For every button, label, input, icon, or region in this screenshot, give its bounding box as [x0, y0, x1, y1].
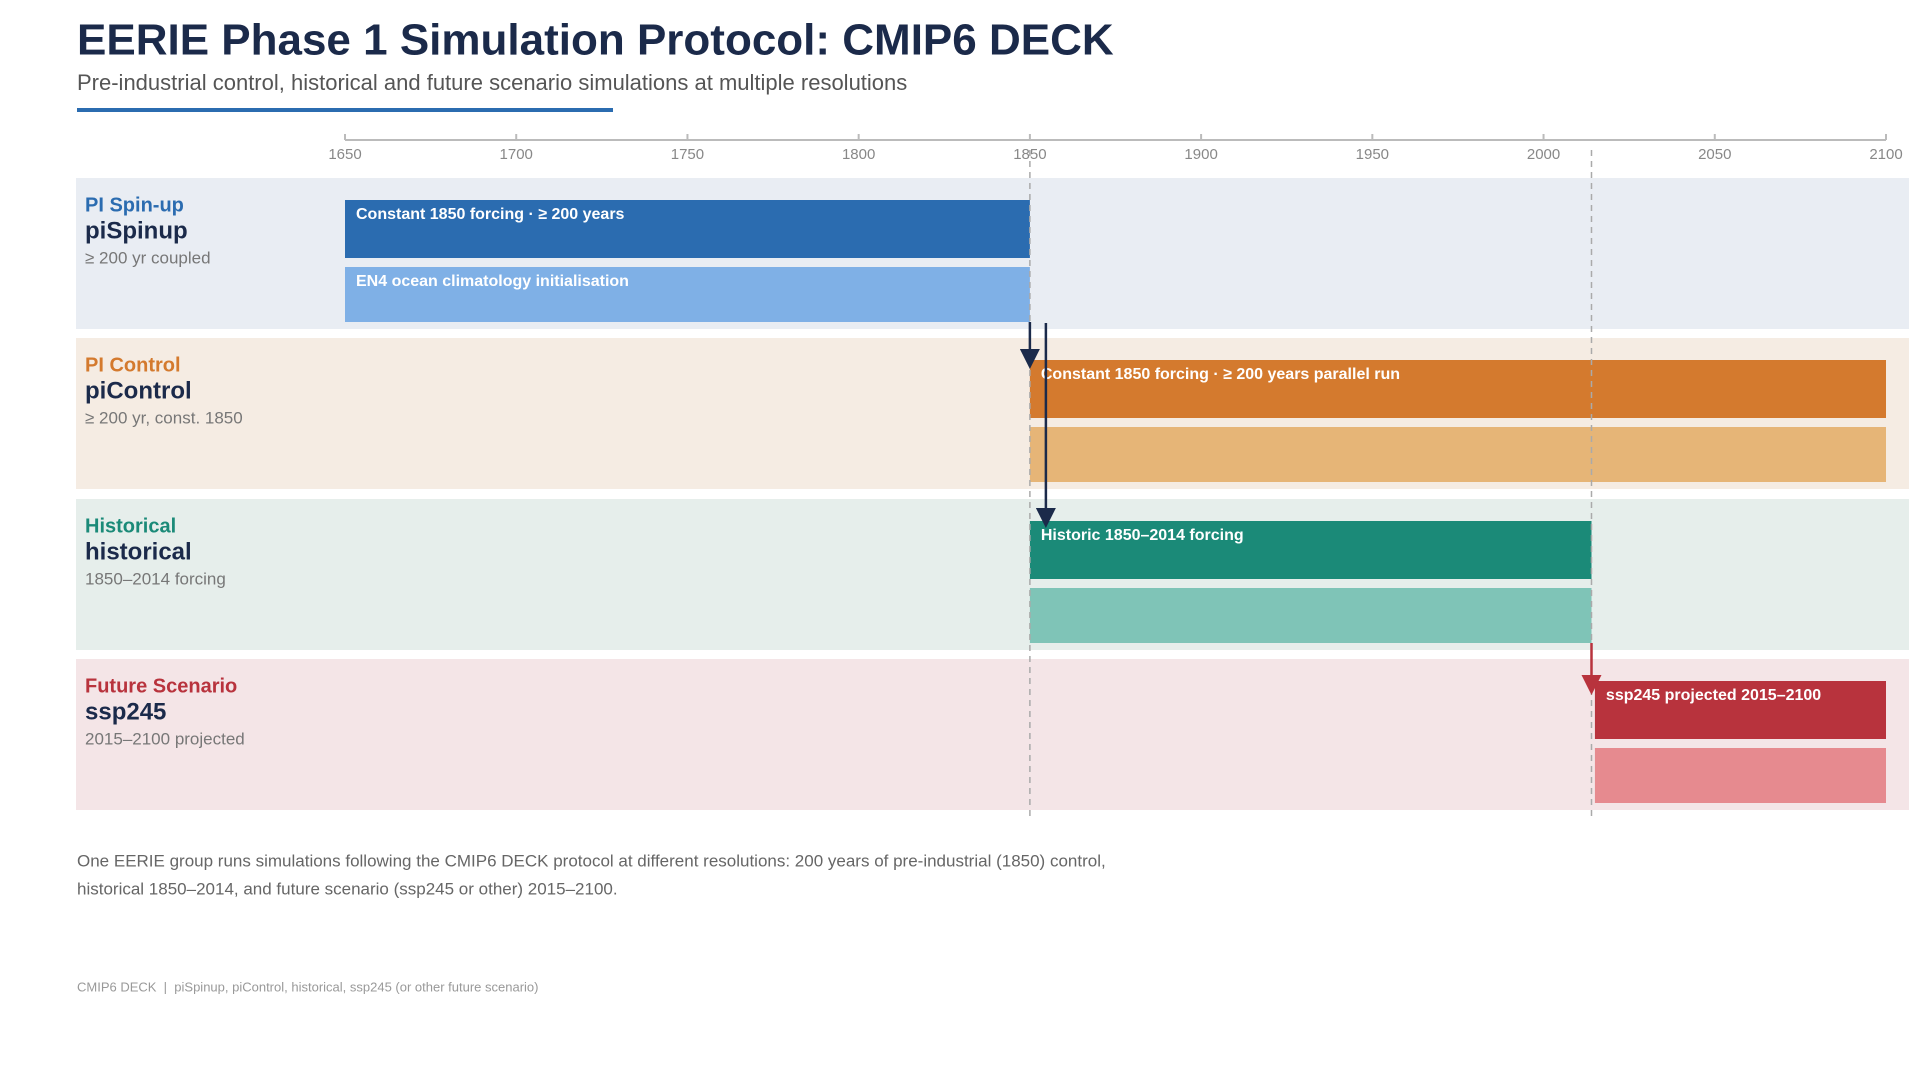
- row-note: ≥ 200 yr coupled: [85, 248, 211, 267]
- bar: [1594, 748, 1886, 803]
- row-panel: [76, 499, 1909, 650]
- row-group: PI Spin-up: [85, 194, 184, 216]
- footer: CMIP6 DECK | piSpinup, piControl, histor…: [77, 979, 538, 994]
- bar-label: EN4 ocean climatology initialisation: [356, 273, 629, 290]
- bar-label: Constant 1850 forcing · ≥ 200 years: [356, 206, 625, 223]
- chart-title: EERIE Phase 1 Simulation Protocol: CMIP6…: [77, 16, 1114, 65]
- x-tick-label: 2050: [1698, 146, 1731, 163]
- row-name: piControl: [85, 377, 192, 404]
- row-note: ≥ 200 yr, const. 1850: [85, 408, 243, 427]
- bar: [1029, 521, 1592, 579]
- row-name: historical: [85, 538, 192, 565]
- x-tick-label: 1750: [671, 146, 704, 163]
- x-tick-label: 1650: [328, 146, 361, 163]
- row-group: PI Control: [85, 354, 181, 376]
- row-group: Historical: [85, 515, 176, 537]
- x-tick-label: 1950: [1356, 146, 1389, 163]
- bar: [1029, 427, 1886, 482]
- bar: [1594, 681, 1886, 739]
- bar: [1029, 360, 1886, 418]
- bar: [345, 267, 1030, 322]
- caption: One EERIE group runs simulations followi…: [77, 851, 1106, 870]
- row-note: 2015–2100 projected: [85, 729, 245, 748]
- caption: historical 1850–2014, and future scenari…: [77, 879, 618, 898]
- row-note: 1850–2014 forcing: [85, 569, 226, 588]
- bar-label: Historic 1850–2014 forcing: [1041, 527, 1244, 544]
- x-tick-label: 2000: [1527, 146, 1560, 163]
- bar: [1029, 588, 1592, 643]
- bar: [345, 200, 1030, 258]
- x-tick-label: 1900: [1184, 146, 1217, 163]
- bar-label: ssp245 projected 2015–2100: [1606, 687, 1821, 704]
- row-group: Future Scenario: [85, 675, 237, 697]
- x-tick-label: 1800: [842, 146, 875, 163]
- x-tick-label: 1700: [500, 146, 533, 163]
- x-tick-label: 2100: [1869, 146, 1902, 163]
- bar-label: Constant 1850 forcing · ≥ 200 years para…: [1041, 366, 1400, 383]
- chart-subtitle: Pre-industrial control, historical and f…: [77, 70, 907, 95]
- title-underline: [77, 108, 613, 112]
- row-name: piSpinup: [85, 217, 188, 244]
- row-name: ssp245: [85, 698, 166, 725]
